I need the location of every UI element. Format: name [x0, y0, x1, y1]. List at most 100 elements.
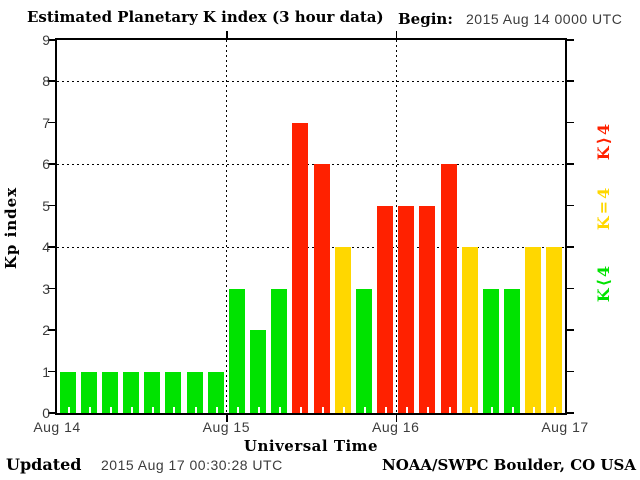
kp-bar: [250, 330, 267, 413]
axis-tick-bottom: [226, 415, 228, 422]
minor-tick: [131, 407, 134, 413]
axis-tick-left: [48, 163, 57, 165]
axis-tick-bottom: [395, 415, 398, 422]
kp-bar: [461, 247, 478, 413]
y-tick-label: 9: [42, 32, 50, 48]
gridline-x-day: [395, 40, 397, 413]
minor-tick: [236, 407, 239, 413]
minor-tick: [194, 407, 197, 413]
gridline-y-6: [57, 164, 565, 166]
kp-bar: [398, 205, 415, 413]
minor-tick: [427, 407, 430, 413]
x-axis-title: Universal Time: [243, 437, 379, 455]
axis-tick-left: [48, 80, 57, 82]
kp-bar: [313, 164, 330, 413]
gridline-x-day: [226, 40, 228, 413]
minor-tick: [363, 407, 366, 413]
y-tick-label: 4: [42, 239, 50, 256]
kp-bar: [165, 371, 182, 413]
minor-tick: [258, 407, 261, 413]
legend-label-2: K⟨4: [594, 263, 613, 303]
kp-bar: [377, 205, 394, 413]
y-tick-label: 7: [42, 114, 50, 131]
axis-tick-right: [565, 204, 574, 207]
axis-tick-right: [565, 329, 574, 331]
x-tick-label: Aug 17: [541, 419, 589, 435]
y-tick-label: 5: [42, 197, 50, 214]
minor-tick: [448, 407, 451, 413]
gridline-y-4: [57, 247, 565, 249]
minor-tick: [469, 407, 472, 413]
kp-bar: [101, 371, 118, 413]
plot-area: [55, 38, 567, 415]
axis-tick-left: [48, 287, 57, 290]
minor-tick: [152, 407, 155, 413]
kp-bar: [207, 371, 224, 413]
axis-tick-left: [48, 370, 57, 373]
y-tick-label: 2: [42, 322, 50, 339]
axis-tick-left: [48, 204, 57, 207]
x-tick-label: Aug 16: [372, 419, 420, 435]
updated-label: Updated: [6, 455, 82, 474]
y-tick-label: 6: [42, 156, 50, 173]
axis-tick-left: [48, 412, 57, 414]
minor-tick: [406, 407, 409, 413]
credit-text: NOAA/SWPC Boulder, CO USA: [381, 456, 636, 474]
y-tick-label: 0: [42, 405, 50, 421]
minor-tick: [300, 407, 303, 413]
minor-tick: [215, 407, 218, 413]
axis-tick-left: [48, 121, 57, 124]
kp-bar: [482, 288, 499, 413]
minor-tick: [173, 407, 176, 413]
kp-bar: [440, 164, 457, 413]
kp-bar: [355, 288, 372, 413]
axis-tick-right: [565, 287, 574, 290]
y-tick-label: 3: [42, 280, 50, 297]
begin-value: 2015 Aug 14 0000 UTC: [466, 11, 623, 27]
axis-tick-top: [226, 31, 228, 40]
minor-tick: [533, 407, 536, 413]
axis-tick-right: [565, 246, 574, 248]
x-tick-label: Aug 14: [33, 419, 81, 435]
kp-bar: [419, 205, 436, 413]
minor-tick: [385, 407, 388, 413]
kp-bar: [123, 371, 140, 413]
axis-tick-right: [565, 370, 574, 373]
axis-tick-right: [565, 39, 574, 41]
axis-tick-left: [48, 329, 57, 331]
kp-bar: [228, 288, 245, 413]
kp-bar: [292, 122, 309, 413]
minor-tick: [512, 407, 515, 413]
kp-bar: [525, 247, 542, 413]
minor-tick: [109, 407, 112, 413]
axis-tick-left: [48, 246, 57, 248]
axis-tick-right: [565, 412, 574, 414]
kp-bar: [546, 247, 563, 413]
kp-bar: [271, 288, 288, 413]
kp-bar: [504, 288, 521, 413]
minor-tick: [321, 407, 324, 413]
legend-label-1: K=4: [594, 185, 613, 231]
kp-bar: [59, 371, 76, 413]
minor-tick: [554, 407, 557, 413]
y-tick-label: 1: [42, 363, 50, 380]
chart-title: Estimated Planetary K index (3 hour data…: [27, 8, 384, 26]
kp-bar: [80, 371, 97, 413]
gridline-y-8: [57, 81, 565, 83]
x-tick-label: Aug 15: [202, 419, 250, 435]
y-tick-label: 8: [42, 73, 50, 90]
kp-bar: [144, 371, 161, 413]
kp-bar: [334, 247, 351, 413]
begin-label: Begin:: [398, 10, 453, 28]
minor-tick: [490, 407, 493, 413]
minor-tick: [342, 407, 345, 413]
kp-bar: [186, 371, 203, 413]
axis-tick-right: [565, 163, 574, 165]
updated-timestamp: 2015 Aug 17 00:30:28 UTC: [101, 457, 283, 473]
axis-tick-left: [48, 39, 57, 41]
minor-tick: [279, 407, 282, 413]
minor-tick: [88, 407, 91, 413]
axis-tick-top: [395, 31, 398, 40]
